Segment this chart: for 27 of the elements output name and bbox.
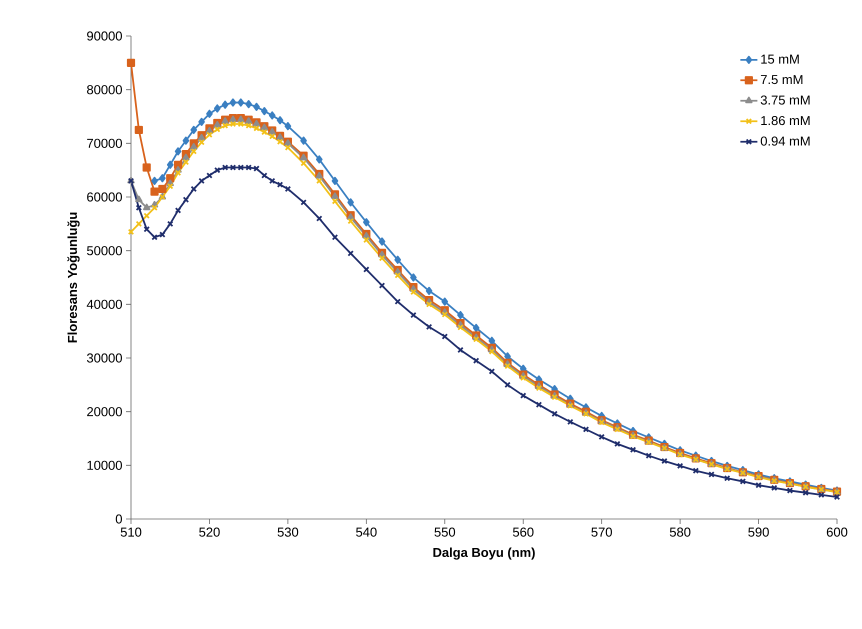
x-tick-label: 580 [670, 528, 690, 537]
x-tick-label: 570 [591, 528, 612, 537]
y-tick-label: 60000 [87, 192, 122, 202]
legend-label: 0.94 mM [760, 136, 810, 146]
y-tick-label: 70000 [87, 138, 122, 148]
x-tick-label: 560 [512, 528, 534, 537]
y-tick-label: 80000 [87, 85, 122, 94]
y-tick-label: 20000 [87, 407, 122, 416]
x-tick-label: 550 [434, 528, 456, 537]
x-tick-label: 600 [826, 528, 848, 537]
x-tick-label: 530 [278, 528, 298, 537]
y-axis-title: Floresans Yoğunluğu [67, 212, 80, 342]
x-axis-title: Dalga Boyu (nm) [433, 548, 535, 560]
legend-label: 15 mM [761, 54, 799, 64]
x-tick-label: 590 [748, 528, 769, 537]
x-tick-label: 520 [199, 528, 220, 537]
y-tick-label: 90000 [87, 31, 122, 41]
x-tick-label: 510 [120, 528, 142, 537]
legend-label: 1.86 mM [761, 116, 810, 126]
y-tick-label: 50000 [86, 246, 122, 256]
y-tick-label: 40000 [86, 300, 122, 309]
x-tick-label: 540 [356, 528, 377, 537]
legend-label: 3.75 mM [760, 95, 810, 105]
y-tick-label: 0 [116, 514, 122, 524]
y-tick-label: 10000 [87, 460, 122, 470]
legend-label: 7.5 mM [760, 75, 802, 84]
y-tick-label: 30000 [86, 353, 122, 363]
